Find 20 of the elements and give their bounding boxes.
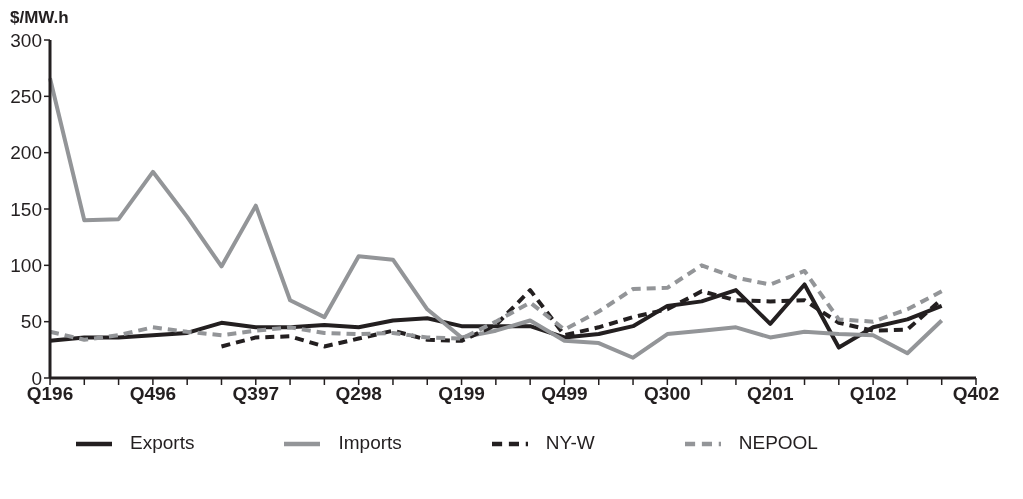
x-tick-label: Q298 bbox=[335, 383, 382, 405]
x-tick-label: Q102 bbox=[849, 383, 897, 405]
y-tick-label: 200 bbox=[10, 142, 42, 164]
x-tick-label: Q201 bbox=[746, 383, 794, 405]
x-tick-label: Q199 bbox=[438, 383, 485, 405]
y-tick-label: 50 bbox=[20, 311, 42, 333]
legend-label: Imports bbox=[338, 432, 402, 454]
x-tick-label: Q402 bbox=[952, 383, 1000, 405]
x-tick-label: Q499 bbox=[541, 383, 588, 405]
y-axis-title: $/MW.h bbox=[10, 8, 69, 27]
x-tick-label: Q496 bbox=[129, 383, 177, 405]
y-tick-label: 300 bbox=[10, 29, 42, 51]
legend-label: Exports bbox=[130, 432, 195, 454]
y-tick-label: 100 bbox=[10, 255, 42, 277]
x-tick-label: Q397 bbox=[232, 383, 280, 405]
y-tick-label: 250 bbox=[10, 86, 42, 108]
x-tick-label: Q300 bbox=[644, 383, 691, 405]
y-tick-label: 150 bbox=[10, 198, 42, 220]
legend-label: NY-W bbox=[545, 432, 595, 454]
legend-label: NEPOOL bbox=[738, 432, 818, 454]
